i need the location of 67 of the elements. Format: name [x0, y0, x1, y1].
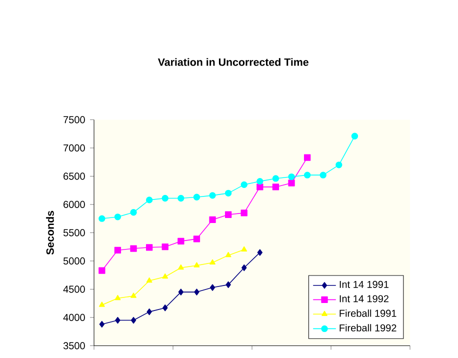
y-tick-label: 3500 — [63, 342, 85, 350]
point — [240, 210, 248, 216]
point — [146, 277, 152, 283]
point — [130, 316, 136, 324]
point — [224, 211, 232, 218]
point — [304, 172, 311, 178]
point — [162, 304, 168, 312]
point — [242, 264, 247, 272]
point — [226, 281, 231, 288]
point — [178, 288, 184, 296]
y-tick-label: 5500 — [63, 229, 85, 236]
point — [162, 244, 168, 250]
point — [210, 259, 216, 265]
point — [209, 192, 216, 199]
point — [240, 181, 248, 188]
point — [256, 184, 264, 190]
point — [241, 246, 248, 252]
point — [146, 196, 153, 204]
point — [162, 273, 168, 279]
point — [162, 194, 168, 202]
point — [146, 244, 153, 251]
point — [193, 236, 200, 242]
point — [320, 172, 326, 178]
chart-title: Variation in Uncorrected Time — [158, 58, 308, 66]
point — [210, 284, 216, 291]
y-axis-title: Seconds — [46, 210, 54, 255]
point — [256, 178, 264, 185]
point — [194, 288, 200, 296]
point — [257, 249, 263, 256]
point — [130, 292, 136, 298]
point — [178, 264, 184, 270]
point — [336, 162, 342, 168]
point — [98, 302, 105, 307]
y-tick-label: 5000 — [63, 257, 85, 265]
y-tick-label: 4000 — [63, 314, 85, 322]
point — [272, 175, 280, 182]
legend-label: Int 14 1991 — [340, 280, 388, 288]
point — [130, 209, 137, 216]
y-tick-label: 6500 — [64, 172, 85, 180]
y-tick-label: 4500 — [63, 286, 85, 293]
point — [146, 308, 152, 316]
legend-label: Fireball 1991 — [340, 310, 396, 317]
point — [130, 245, 137, 252]
point — [98, 267, 106, 274]
point — [115, 316, 120, 324]
point — [224, 190, 232, 196]
point — [193, 194, 200, 200]
legend-label: Fireball 1992 — [340, 324, 396, 332]
point — [114, 294, 121, 300]
point — [98, 215, 106, 222]
point — [114, 214, 122, 220]
y-tick-label: 7500 — [64, 116, 85, 124]
legend-label: Int 14 1992 — [340, 295, 388, 302]
point — [178, 194, 184, 202]
point — [288, 173, 295, 180]
point — [178, 238, 184, 245]
point — [351, 132, 358, 140]
point — [194, 262, 200, 268]
point — [272, 184, 280, 190]
point — [99, 320, 105, 328]
point — [225, 252, 232, 258]
point — [114, 246, 122, 254]
y-tick-label: 6000 — [64, 200, 85, 208]
point — [288, 180, 295, 186]
point — [209, 216, 216, 224]
y-tick-label: 7000 — [64, 144, 85, 152]
point — [304, 154, 311, 161]
